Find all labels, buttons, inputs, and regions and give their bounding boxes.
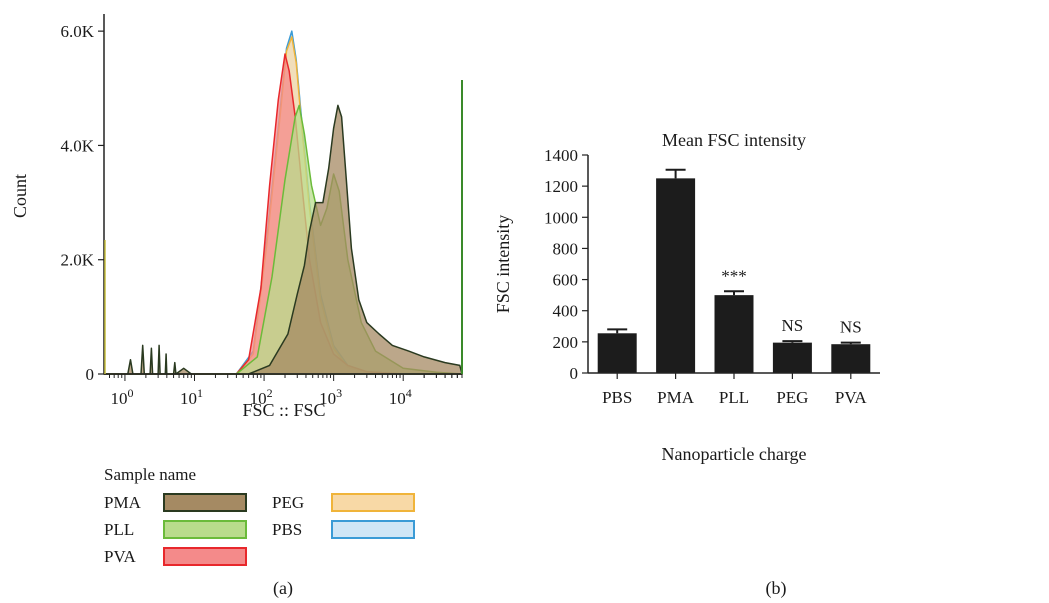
legend-label: PBS [272, 520, 302, 539]
histogram-x-tick-label: 102 [250, 386, 273, 408]
bar-x-ticks: PBS PMA PLL PEG PVA [602, 373, 867, 407]
histogram-x-ticks: 100 101 102 103 104 [109, 374, 463, 408]
bar-y-tick-label: 800 [553, 239, 579, 258]
bar-chart-title: Mean FSC intensity [662, 130, 806, 150]
significance-label-pll: *** [721, 266, 747, 285]
panel-label-a: (a) [273, 578, 293, 599]
histogram-x-tick-label: 101 [180, 386, 203, 408]
bar-x-label: Nanoparticle charge [661, 444, 806, 464]
bar-x-tick-label-pbs: PBS [602, 388, 632, 407]
panel-label-b: (b) [766, 578, 787, 599]
legend-title: Sample name [104, 465, 196, 484]
bar-x-tick-label-pva: PVA [835, 388, 868, 407]
bar-x-tick-label-pma: PMA [657, 388, 695, 407]
legend-items: PMA PEG PLL PBS PVA [104, 493, 415, 566]
bar-y-tick-label: 1400 [544, 146, 578, 165]
legend-item-pll: PLL [104, 520, 247, 539]
histogram-series-pma [103, 104, 463, 375]
bar-y-tick-label: 200 [553, 333, 579, 352]
bar-y-label: FSC intensity [493, 215, 513, 314]
legend: Sample name PMA PEG PLL PBS PVA [104, 465, 415, 566]
bar-y-ticks: 0 200 400 600 800 1000 1200 1400 [544, 146, 588, 383]
significance-label-pva: NS [840, 318, 862, 337]
legend-swatch [163, 493, 247, 512]
bar-pma [656, 178, 696, 373]
histogram-panel: 0 2.0K 4.0K 6.0K 100 101 102 103 104 FSC :: FSC… [10, 14, 463, 420]
significance-label-peg: NS [782, 316, 804, 335]
histogram-y-tick-label: 0 [86, 365, 95, 384]
legend-swatch [331, 520, 415, 539]
bar-y-tick-label: 600 [553, 271, 579, 290]
legend-label: PEG [272, 493, 304, 512]
bar-x-tick-label-pll: PLL [719, 388, 749, 407]
legend-swatch [163, 547, 247, 566]
bar-series-layer: *** NS NS [597, 168, 871, 373]
histogram-y-tick-label: 2.0K [60, 251, 94, 270]
histogram-y-ticks: 0 2.0K 4.0K 6.0K [60, 22, 104, 384]
histogram-y-tick-label: 4.0K [60, 136, 94, 155]
legend-swatch [331, 493, 415, 512]
bar-peg [772, 342, 812, 373]
legend-label: PLL [104, 520, 134, 539]
bar-pll [714, 295, 754, 373]
histogram-x-tick-label: 103 [319, 386, 342, 408]
bar-y-tick-label: 0 [570, 364, 579, 383]
legend-item-pma: PMA [104, 493, 247, 512]
legend-item-peg: PEG [272, 493, 415, 512]
histogram-x-label: FSC :: FSC [242, 400, 325, 420]
legend-item-pbs: PBS [272, 520, 415, 539]
bar-pbs [597, 333, 637, 373]
legend-label: PMA [104, 493, 142, 512]
histogram-series-layer [103, 30, 463, 375]
legend-label: PVA [104, 547, 137, 566]
histogram-y-tick-label: 6.0K [60, 22, 94, 41]
histogram-x-tick-label: 104 [389, 386, 412, 408]
bar-y-tick-label: 1000 [544, 208, 578, 227]
histogram-y-label: Count [10, 174, 30, 218]
bar-y-tick-label: 400 [553, 302, 579, 321]
legend-swatch [163, 520, 247, 539]
legend-item-pva: PVA [104, 547, 247, 566]
bar-x-tick-label-peg: PEG [776, 388, 808, 407]
bar-chart-panel: Mean FSC intensity *** NS NS 0 200 400 600 800… [493, 130, 880, 464]
bar-pva [831, 344, 871, 373]
histogram-x-tick-label: 100 [110, 386, 133, 408]
bar-y-tick-label: 1200 [544, 177, 578, 196]
